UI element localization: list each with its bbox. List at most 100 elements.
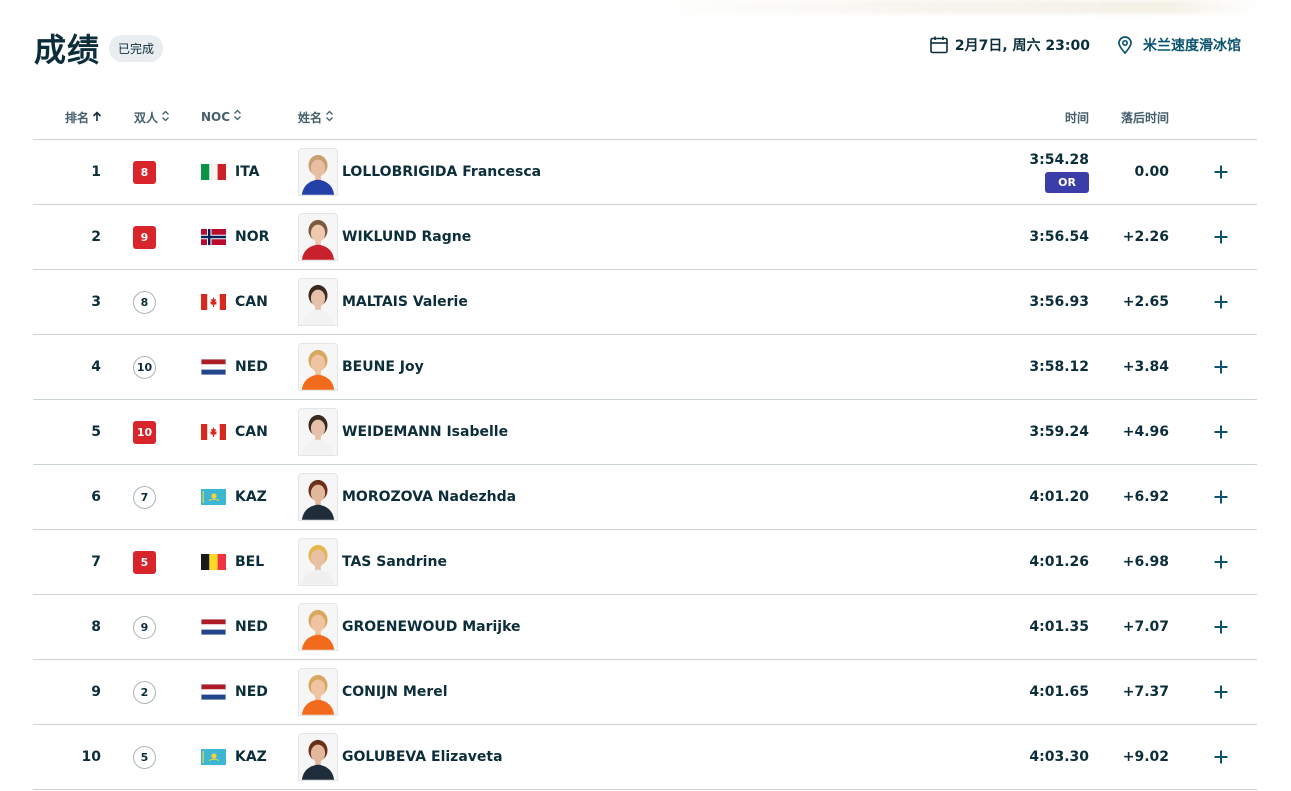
column-name[interactable]: 姓名: [298, 109, 334, 126]
expand-button[interactable]: [1213, 400, 1229, 464]
behind-text: +4.96: [1122, 424, 1169, 440]
plus-icon: [1213, 164, 1229, 180]
time-value: 3:58.12: [1029, 359, 1089, 375]
athlete-name[interactable]: MALTAIS Valerie: [342, 294, 468, 310]
table-row: 10 5 KAZ GOLUBEVA Elizaveta 4:03.30 +9.02: [33, 725, 1257, 790]
pair-number: 5: [133, 550, 156, 574]
flag-icon: [201, 229, 226, 245]
behind-text: +7.07: [1122, 619, 1169, 635]
athlete-cell[interactable]: GOLUBEVA Elizaveta: [298, 725, 503, 789]
expand-button[interactable]: [1213, 595, 1229, 659]
behind-text: +9.02: [1122, 749, 1169, 765]
athlete-photo: [298, 213, 338, 261]
athlete-name[interactable]: BEUNE Joy: [342, 359, 424, 375]
plus-icon: [1213, 489, 1229, 505]
athlete-name[interactable]: GOLUBEVA Elizaveta: [342, 749, 503, 765]
expand-button[interactable]: [1213, 140, 1229, 204]
expand-button[interactable]: [1213, 335, 1229, 399]
noc-code: NED: [235, 619, 268, 635]
athlete-name[interactable]: WEIDEMANN Isabelle: [342, 424, 509, 440]
time-cell: 3:58.12: [1029, 335, 1089, 399]
table-row: 2 9 NOR WIKLUND Ragne 3:56.54 +2.26: [33, 205, 1257, 270]
athlete-name[interactable]: CONIJN Merel: [342, 684, 448, 700]
expand-button[interactable]: [1213, 465, 1229, 529]
column-pair[interactable]: 双人: [134, 109, 170, 126]
expand-button[interactable]: [1213, 725, 1229, 789]
column-behind: 落后时间: [1121, 109, 1169, 126]
flag-icon: [201, 684, 226, 700]
plus-icon: [1213, 749, 1229, 765]
athlete-name[interactable]: LOLLOBRIGIDA Francesca: [342, 164, 542, 180]
behind-text: +6.98: [1122, 554, 1169, 570]
page-title: 成绩: [34, 31, 101, 69]
arrow-up-icon: [92, 110, 102, 125]
athlete-cell[interactable]: BEUNE Joy: [298, 335, 424, 399]
rank-text: 2: [91, 229, 101, 245]
time-cell: 4:01.26: [1029, 530, 1089, 594]
athlete-cell[interactable]: MOROZOVA Nadezhda: [298, 465, 516, 529]
behind-value: 0.00: [1134, 140, 1169, 204]
table-row: 4 10 NED BEUNE Joy 3:58.12 +3.84: [33, 335, 1257, 400]
rank-value: 3: [33, 270, 101, 334]
noc-cell: KAZ: [201, 725, 267, 789]
pair-badge: 8: [133, 140, 156, 204]
flag-icon: [201, 619, 226, 635]
rank-text: 9: [91, 684, 101, 700]
rank-value: 6: [33, 465, 101, 529]
athlete-cell[interactable]: CONIJN Merel: [298, 660, 448, 724]
time-value: 3:54.28: [1029, 151, 1089, 168]
athlete-cell[interactable]: LOLLOBRIGIDA Francesca: [298, 140, 541, 204]
noc-cell: NOR: [201, 205, 269, 269]
behind-value: +2.65: [1123, 270, 1169, 334]
column-noc[interactable]: NOC: [201, 109, 242, 124]
athlete-photo: [298, 148, 338, 196]
athlete-cell[interactable]: TAS Sandrine: [298, 530, 447, 594]
flag-icon: [201, 424, 226, 440]
behind-text: +2.65: [1122, 294, 1169, 310]
expand-button[interactable]: [1213, 660, 1229, 724]
noc-code: CAN: [235, 424, 268, 440]
time-cell: 3:59.24: [1029, 400, 1089, 464]
time-cell: 3:56.54: [1029, 205, 1089, 269]
sort-icon: [233, 109, 242, 124]
athlete-name[interactable]: WIKLUND Ragne: [342, 229, 472, 245]
athlete-name[interactable]: TAS Sandrine: [342, 554, 447, 570]
location-pin-icon: [1114, 34, 1136, 56]
pair-badge: 8: [133, 270, 156, 334]
table-row: 5 10 CAN WEIDEMANN Isabelle 3:59.24 +4.96: [33, 400, 1257, 465]
time-value: 3:59.24: [1029, 424, 1089, 440]
table-row: 6 7 KAZ MOROZOVA Nadezhda 4:01.20 +6.92: [33, 465, 1257, 530]
pair-number: 2: [133, 680, 156, 704]
behind-value: +7.37: [1123, 660, 1169, 724]
table-row: 3 8 CAN MALTAIS Valerie 3:56.93 +2.65: [33, 270, 1257, 335]
flag-icon: [201, 359, 226, 375]
column-rank[interactable]: 排名: [65, 109, 102, 126]
noc-cell: KAZ: [201, 465, 267, 529]
rank-text: 5: [91, 424, 101, 440]
plus-icon: [1213, 554, 1229, 570]
athlete-cell[interactable]: MALTAIS Valerie: [298, 270, 468, 334]
expand-button[interactable]: [1213, 270, 1229, 334]
athlete-name[interactable]: MOROZOVA Nadezhda: [342, 489, 517, 505]
column-time: 时间: [1065, 109, 1089, 126]
athlete-name[interactable]: GROENEWOUD Marijke: [342, 619, 521, 635]
time-cell: 3:54.28 OR: [1029, 140, 1089, 204]
time-cell: 4:01.20: [1029, 465, 1089, 529]
athlete-cell[interactable]: WEIDEMANN Isabelle: [298, 400, 508, 464]
athlete-photo: [298, 603, 338, 651]
athlete-cell[interactable]: GROENEWOUD Marijke: [298, 595, 521, 659]
expand-button[interactable]: [1213, 205, 1229, 269]
table-header: 排名 双人 NOC 姓名 时间 落后时间: [33, 95, 1257, 140]
column-rank-label: 排名: [65, 111, 90, 125]
behind-value: +3.84: [1123, 335, 1169, 399]
time-value: 4:03.30: [1029, 749, 1089, 765]
pair-badge: 7: [133, 465, 156, 529]
pair-badge: 2: [133, 660, 156, 724]
athlete-cell[interactable]: WIKLUND Ragne: [298, 205, 471, 269]
expand-button[interactable]: [1213, 530, 1229, 594]
pair-number: 7: [133, 485, 156, 509]
behind-text: 0.00: [1134, 164, 1169, 180]
rank-value: 8: [33, 595, 101, 659]
venue-link[interactable]: 米兰速度滑冰馆: [1114, 34, 1241, 56]
results-header: 成绩 已完成 2月7日, 周六 23:00 米兰速度滑冰馆: [34, 28, 1257, 69]
